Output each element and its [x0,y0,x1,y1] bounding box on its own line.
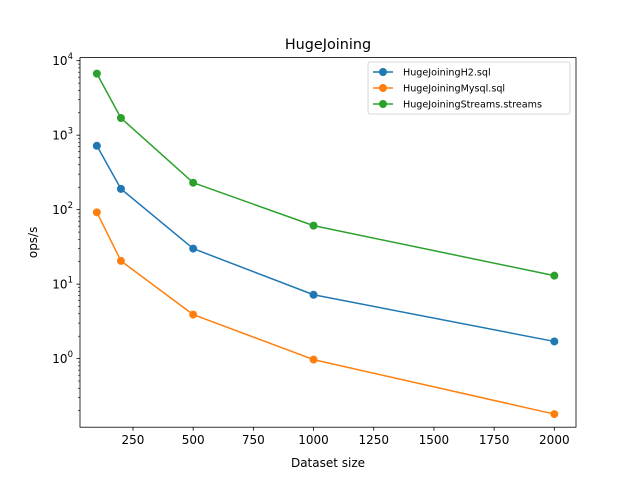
x-tick-label: 250 [122,433,145,447]
series-point [309,221,318,230]
y-tick-base: 10 [52,352,67,366]
series-layer [92,69,559,419]
y-tick-label: 104 [52,52,73,68]
legend-marker [379,68,387,76]
x-tick-label: 500 [182,433,205,447]
x-tick-label: 1750 [479,433,510,447]
series-point [309,290,318,299]
series-point [116,114,125,123]
series-point [309,355,318,364]
y-tick-base: 10 [52,278,67,292]
series-point [189,310,198,319]
x-tick-label: 1500 [419,433,450,447]
y-tick-base: 10 [52,129,67,143]
series-point [550,337,559,346]
series-point [116,184,125,193]
chart-title: HugeJoining [285,37,371,53]
y-tick-label: 102 [52,201,73,217]
y-tick-exponent: 1 [68,276,73,286]
x-axis: 250 500 750 1000 1250 1500 1750 2000 [122,427,570,447]
plot-area [79,57,577,428]
y-tick-exponent: 2 [68,201,73,211]
series-point [92,208,101,217]
series-point [550,271,559,280]
series-point [189,244,198,253]
y-tick-base: 10 [52,54,67,68]
y-tick-base: 10 [52,203,67,217]
series-point [92,141,101,150]
y-tick-exponent: 4 [68,52,73,62]
series-point [550,410,559,419]
legend-label: HugeJoiningStreams.streams [403,100,542,111]
x-tick-label: 1250 [358,433,389,447]
legend-label: HugeJoiningH2.sql [403,68,491,79]
x-tick-label: 2000 [539,433,570,447]
y-axis-title: ops/s [26,227,40,259]
series-point [92,69,101,78]
y-tick-exponent: 3 [68,127,73,137]
series-point [189,178,198,187]
plot-frame [79,57,577,428]
y-tick-label: 101 [52,276,73,292]
legend-marker [379,100,387,108]
x-tick-label: 750 [242,433,265,447]
legend: HugeJoiningH2.sql HugeJoiningMysql.sql Hug… [367,61,571,115]
x-axis-title: Dataset size [291,456,365,470]
legend-box [367,61,571,115]
legend-marker [379,84,387,92]
series-point [116,256,125,265]
y-tick-exponent: 0 [68,350,73,360]
x-tick-label: 1000 [298,433,329,447]
legend-label: HugeJoiningMysql.sql [403,84,505,95]
y-tick-label: 100 [52,350,73,366]
y-tick-label: 103 [52,127,73,143]
